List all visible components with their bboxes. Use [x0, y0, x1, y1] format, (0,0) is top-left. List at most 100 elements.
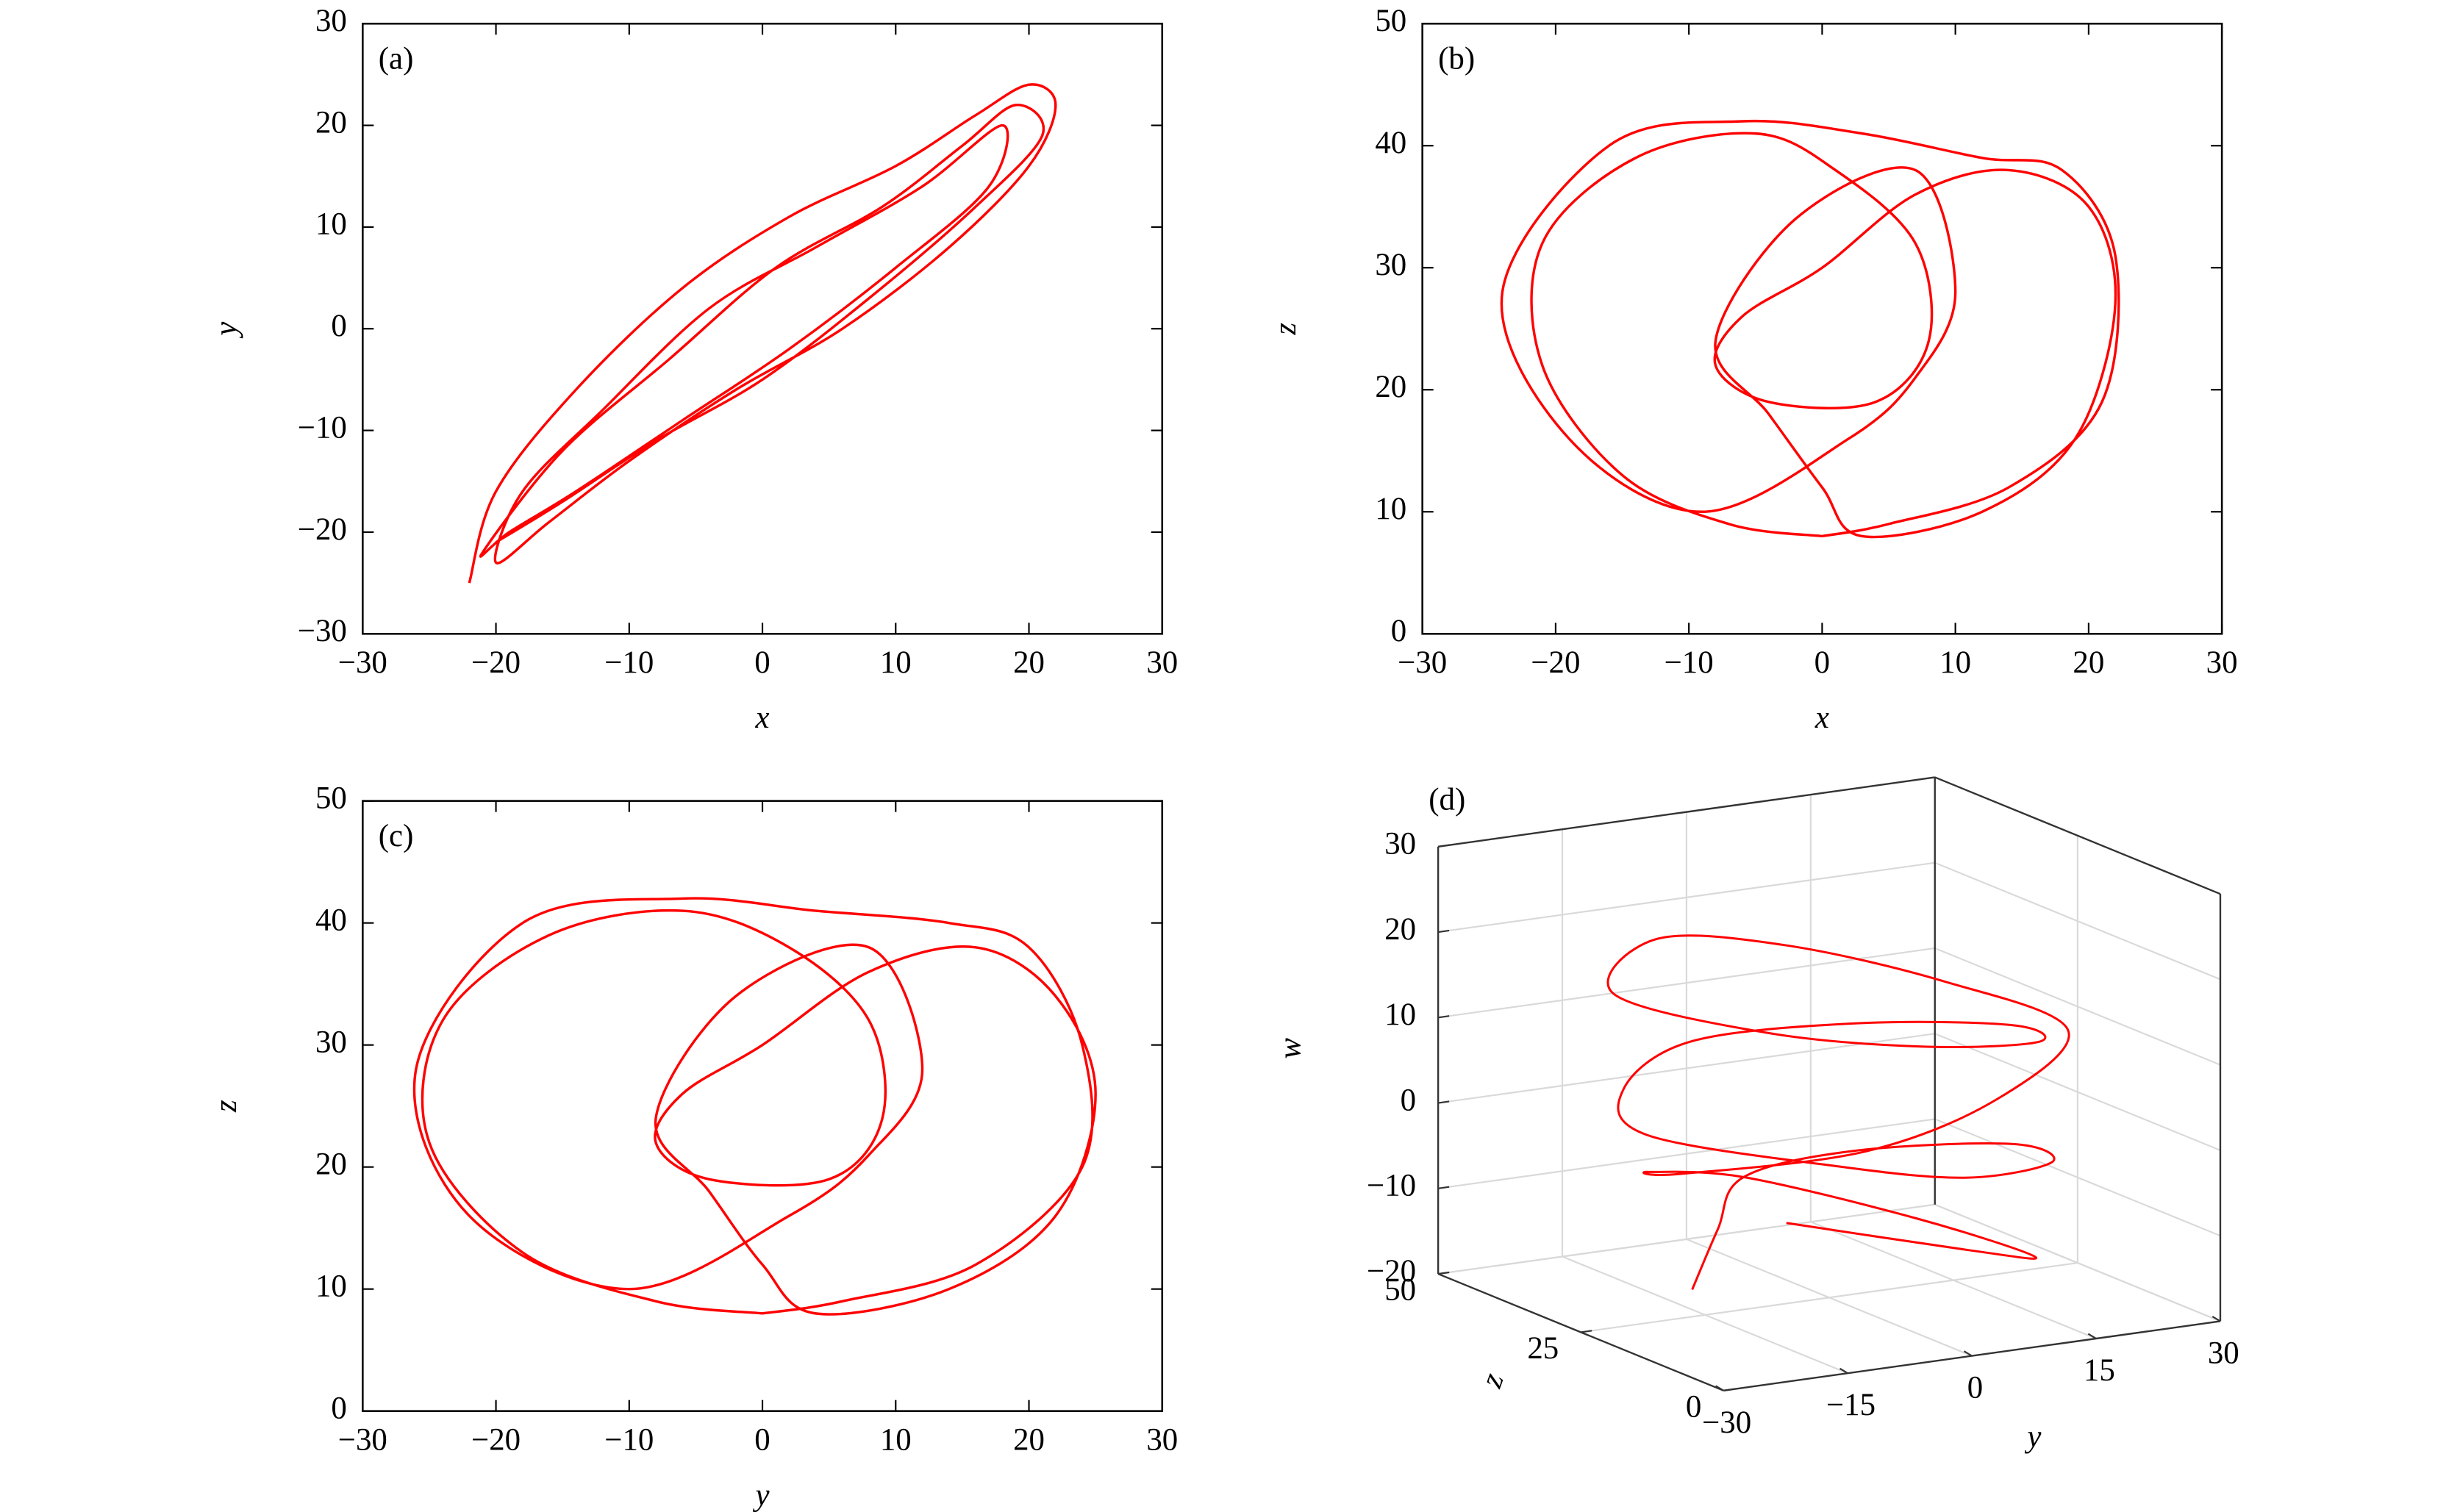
grid-line [1934, 861, 2221, 981]
w-axis-label: w [1273, 1038, 1308, 1059]
x-tick-label: −20 [471, 645, 521, 680]
z-tick-label: 0 [1686, 1389, 1701, 1424]
z-tick-label: 50 [1384, 1273, 1416, 1308]
panel-label: (d) [1429, 783, 1465, 817]
x-tick-label: −10 [604, 645, 654, 680]
x-tick-label: −30 [338, 1422, 387, 1457]
y-axis-label: z [209, 1100, 243, 1113]
y-tick-label: 0 [1391, 614, 1406, 648]
y-tick [2212, 1316, 2221, 1322]
z-tick [1723, 1388, 1735, 1391]
x-tick-label: 10 [880, 1422, 912, 1457]
axis-edge [1437, 1272, 1724, 1391]
trajectory [1606, 934, 2070, 1291]
y-tick-label: 50 [1375, 4, 1406, 38]
grid-line [1437, 1033, 1935, 1104]
y-tick [2087, 1333, 2097, 1339]
x-tick-label: 30 [1146, 645, 1178, 680]
y-tick-label: 30 [315, 4, 347, 38]
trajectory [412, 897, 1097, 1316]
w-tick-label: 20 [1384, 912, 1416, 947]
y-tick-label: 10 [315, 1269, 347, 1304]
z-tick [1437, 1271, 1450, 1275]
y-tick-label: −30 [1702, 1405, 1751, 1440]
x-tick-label: 20 [2073, 645, 2104, 680]
y-tick-label: 30 [2208, 1336, 2239, 1370]
y-tick-label: −10 [298, 410, 347, 445]
x-axis-label: x [755, 701, 770, 735]
x-tick-label: −10 [1665, 645, 1714, 680]
axis-edge [1934, 776, 2221, 895]
grid-line [1934, 947, 2221, 1066]
y-axis-label: y [209, 321, 243, 339]
y-tick-label: 30 [315, 1025, 347, 1059]
y-tick-label: 20 [315, 105, 347, 140]
grid-line [1437, 1118, 1935, 1189]
panel-label: (b) [1438, 42, 1475, 76]
w-tick [1437, 1186, 1450, 1189]
x-tick-label: 0 [1814, 645, 1830, 680]
grid-line [1934, 1118, 2221, 1237]
w-tick-label: −20 [1367, 1254, 1416, 1289]
y-tick-label: −15 [1826, 1388, 1876, 1422]
plot-frame [362, 22, 1164, 635]
y-tick-label: 20 [1375, 370, 1406, 404]
y-tick-label: 0 [331, 1391, 346, 1426]
y-tick-label: 0 [1967, 1371, 1983, 1405]
y-tick-label: 40 [315, 903, 347, 937]
grid-line [1437, 861, 1935, 934]
z-axis-label: z [1474, 1369, 1511, 1393]
x-tick-label: −30 [338, 645, 387, 680]
x-axis-label: x [1814, 701, 1829, 735]
x-tick-label: −20 [471, 1422, 521, 1457]
x-tick-label: −10 [604, 1422, 654, 1457]
z-tick [1581, 1330, 1592, 1333]
y-tick-label: 10 [1375, 492, 1406, 526]
y-tick-label: 10 [315, 207, 347, 242]
axis-edge [1437, 776, 1935, 848]
y-tick-label: −30 [298, 614, 347, 648]
y-axis-label: z [1268, 323, 1303, 336]
y-tick [1715, 1385, 1724, 1391]
y-tick [1839, 1367, 1848, 1375]
grid-line [1581, 1262, 2078, 1333]
x-tick-label: 20 [1013, 1422, 1045, 1457]
grid-line [1437, 1203, 1935, 1275]
y-tick-label: 40 [1375, 126, 1406, 160]
grid-line [1934, 1203, 2221, 1322]
x-tick-label: −30 [1398, 645, 1447, 680]
grid-line [1437, 947, 1935, 1019]
w-tick [1437, 1015, 1450, 1019]
x-tick-label: 10 [880, 645, 912, 680]
panel-label: (a) [379, 42, 414, 76]
w-tick [1437, 844, 1450, 848]
y-tick-label: −20 [298, 512, 347, 547]
x-tick-label: 20 [1013, 645, 1045, 680]
w-tick-label: 30 [1384, 827, 1416, 861]
x-tick-label: −20 [1531, 645, 1580, 680]
y-tick-label: 15 [2084, 1353, 2115, 1388]
x-tick-label: 0 [754, 1422, 770, 1457]
w-tick-label: −10 [1367, 1169, 1416, 1203]
panel-label: (c) [379, 819, 414, 853]
x-tick-label: 10 [1939, 645, 1971, 680]
y-axis-label: y [2024, 1419, 2042, 1454]
z-tick-label: 25 [1527, 1331, 1559, 1366]
y-tick [1963, 1350, 1973, 1357]
y-tick-label: 20 [315, 1147, 347, 1182]
y-tick-label: 30 [1375, 248, 1406, 282]
grid-line [1934, 1033, 2221, 1151]
plot-frame [1421, 22, 2223, 635]
w-tick-label: 10 [1384, 997, 1416, 1032]
plot-frame [362, 800, 1164, 1412]
trajectory [468, 83, 1057, 584]
y-tick-label: 50 [315, 781, 347, 815]
x-tick-label: 30 [1146, 1422, 1178, 1457]
w-tick-label: 0 [1401, 1083, 1416, 1117]
x-tick-label: 0 [754, 645, 770, 680]
trajectory [1500, 119, 2120, 539]
x-tick-label: 30 [2206, 645, 2238, 680]
w-tick [1437, 1100, 1450, 1104]
